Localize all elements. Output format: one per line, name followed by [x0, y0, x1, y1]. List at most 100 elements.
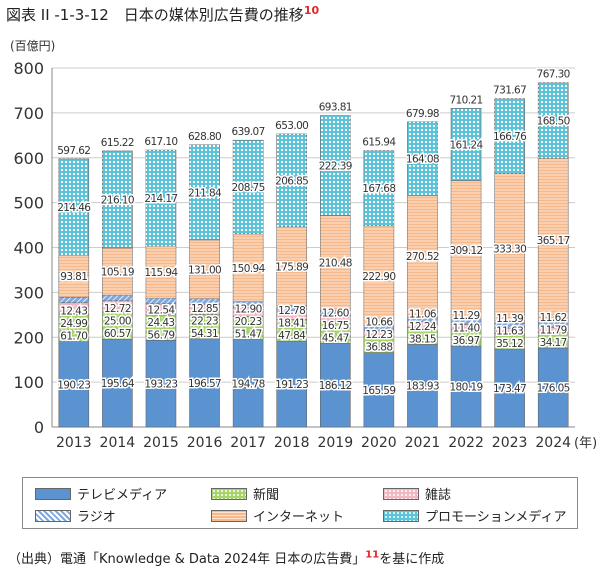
data-label: 24.43 — [147, 317, 174, 329]
data-label: 131.00 — [188, 264, 221, 276]
data-label: 11.39 — [496, 313, 523, 325]
data-label: 365.17 — [537, 235, 570, 247]
data-label: 18.41 — [278, 318, 305, 330]
data-label: 12.85 — [191, 303, 218, 315]
bar-segment-pattern — [494, 98, 525, 174]
bar-segment — [537, 347, 569, 428]
bar-segment-pattern — [233, 307, 264, 317]
bar-segment-pattern — [320, 115, 351, 216]
x-tick-label: 2014 — [100, 435, 136, 451]
bar-segment-pattern — [189, 314, 220, 339]
data-label: 12.72 — [104, 303, 131, 315]
total-label: 693.81 — [319, 102, 352, 114]
legend-swatch — [35, 509, 71, 522]
data-label: 11.62 — [540, 312, 567, 324]
x-tick-label: 2024 — [535, 435, 571, 451]
legend-item: 雑誌 — [383, 484, 451, 503]
data-label: 16.75 — [322, 320, 349, 332]
bar-segment — [363, 352, 395, 428]
x-axis-unit: (年) — [574, 436, 597, 451]
bar-segment-pattern — [320, 315, 351, 324]
legend-label: インターネット — [253, 510, 345, 525]
data-label: 11.40 — [453, 323, 480, 335]
data-label: 47.84 — [278, 330, 306, 342]
data-label: 309.12 — [449, 245, 482, 257]
legend-swatch — [211, 509, 247, 522]
data-label: 190.23 — [57, 379, 90, 391]
source-note: （出典）電通「Knowledge & Data 2024年 日本の広告費」11を… — [8, 548, 444, 567]
data-label: 10.66 — [365, 317, 393, 329]
data-label: 180.19 — [449, 382, 482, 394]
legend-swatch — [383, 509, 419, 522]
data-label: 210.48 — [319, 258, 352, 270]
bar-segment — [232, 339, 264, 428]
x-tick-label: 2019 — [317, 435, 353, 451]
bar-segment — [450, 345, 482, 428]
data-label: 11.06 — [409, 308, 437, 320]
bar-segment — [276, 340, 308, 428]
bar-segment-pattern — [363, 336, 394, 353]
x-tick-label: 2016 — [187, 435, 223, 451]
data-label: 176.05 — [537, 382, 570, 394]
data-label: 60.57 — [104, 328, 131, 340]
data-label: 93.81 — [60, 271, 87, 283]
legend-item: ラジオ — [35, 506, 116, 525]
data-label: 168.50 — [537, 115, 570, 127]
data-label: 193.23 — [144, 379, 177, 391]
bar-segment-pattern — [233, 316, 264, 340]
bar-segment-pattern — [363, 225, 394, 326]
bar-segment-pattern — [189, 298, 220, 305]
legend-label: ラジオ — [77, 510, 116, 525]
data-label: 12.60 — [322, 307, 349, 319]
bar-segment-pattern — [102, 300, 133, 313]
bar-segment-pattern — [451, 108, 482, 181]
x-tick-label: 2023 — [492, 435, 528, 451]
x-tick-label: 2017 — [230, 435, 266, 451]
bar-segment-pattern — [145, 303, 176, 315]
data-label: 161.24 — [449, 139, 483, 151]
data-label: 222.39 — [319, 161, 352, 173]
legend-label: プロモーションメディア — [425, 510, 567, 525]
data-label: 38.15 — [409, 333, 436, 345]
total-label: 615.94 — [362, 137, 396, 149]
data-label: 12.24 — [409, 321, 437, 333]
total-label: 731.67 — [493, 85, 526, 97]
y-tick-label: 800 — [13, 59, 44, 78]
source-suffix: を基に作成 — [379, 552, 445, 567]
total-label: 653.00 — [275, 120, 308, 132]
bar-segment-pattern — [494, 323, 525, 329]
bar-segment-pattern — [320, 309, 351, 316]
bar-segment-pattern — [320, 323, 351, 344]
total-label: 679.98 — [406, 108, 439, 120]
bar-segment — [494, 348, 525, 428]
x-tick-label: 2022 — [448, 435, 484, 451]
bar-segment-pattern — [276, 305, 307, 312]
legend-label: 新聞 — [253, 488, 280, 503]
bar-segment-pattern — [58, 297, 89, 303]
bar-segment-pattern — [145, 150, 176, 247]
data-label: 173.47 — [493, 383, 526, 395]
data-label: 214.17 — [144, 193, 177, 205]
y-tick-label: 700 — [13, 104, 44, 123]
data-label: 208.75 — [232, 182, 265, 194]
data-label: 12.78 — [278, 305, 305, 317]
legend-label: 雑誌 — [425, 488, 452, 503]
data-label: 45.47 — [322, 332, 349, 344]
bar-segment-pattern — [145, 246, 176, 299]
bar-segment-pattern — [189, 304, 220, 315]
bar-segment-pattern — [494, 173, 525, 324]
data-label: 12.43 — [60, 306, 87, 318]
bar-segment-pattern — [145, 314, 176, 341]
data-label: 36.88 — [365, 342, 392, 354]
bar-segment-pattern — [58, 302, 89, 314]
bar-segment-pattern — [189, 239, 220, 299]
legend-swatch — [211, 487, 247, 500]
total-label: 597.62 — [57, 145, 90, 157]
x-tick-label: 2013 — [56, 435, 92, 451]
y-tick-label: 300 — [13, 283, 44, 302]
y-tick-label: 500 — [13, 194, 44, 213]
data-label: 186.12 — [319, 380, 352, 392]
bar-segment-pattern — [451, 329, 482, 347]
y-tick-label: 200 — [13, 328, 44, 347]
